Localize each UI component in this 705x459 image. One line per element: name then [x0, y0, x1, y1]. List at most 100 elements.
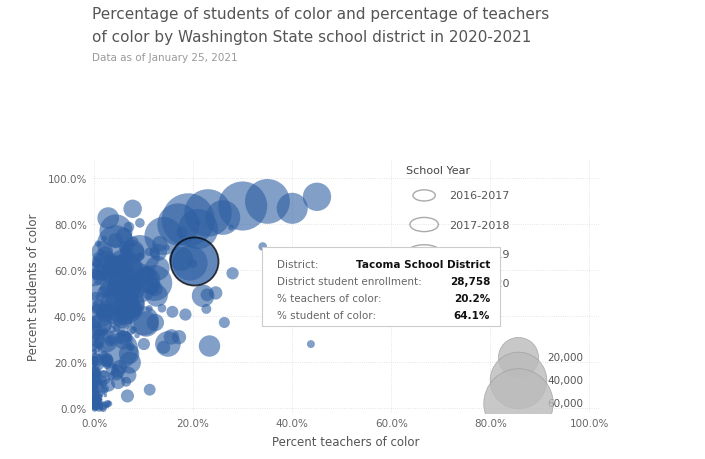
Text: 64.1%: 64.1% — [454, 311, 490, 320]
Point — [94, 313, 105, 320]
Point — [98, 376, 109, 383]
Point — [92, 399, 104, 407]
Point — [130, 308, 141, 315]
Point — [92, 403, 104, 410]
Point — [89, 379, 100, 386]
Point — [90, 390, 102, 397]
Point — [512, 376, 523, 384]
Point — [94, 377, 105, 384]
Point — [94, 392, 106, 400]
Point — [90, 345, 102, 352]
Point — [197, 292, 209, 300]
Point — [89, 372, 100, 379]
Point — [123, 300, 134, 307]
Point — [121, 378, 132, 386]
Point — [90, 396, 101, 403]
Point — [91, 395, 102, 402]
Point — [118, 334, 130, 341]
Point — [102, 358, 113, 365]
Point — [90, 375, 102, 382]
Point — [90, 376, 101, 383]
Point — [89, 398, 100, 406]
Point — [173, 334, 185, 341]
Point — [210, 290, 221, 297]
Point — [99, 385, 111, 392]
Point — [89, 360, 100, 368]
Point — [90, 330, 102, 337]
Point — [90, 398, 102, 406]
Point — [125, 291, 137, 298]
Point — [89, 371, 100, 378]
Point — [117, 280, 128, 287]
Point — [89, 376, 100, 384]
Point — [89, 384, 100, 392]
Point — [89, 393, 100, 401]
Point — [124, 359, 135, 366]
Point — [89, 398, 100, 405]
Point — [128, 327, 139, 334]
Point — [217, 214, 228, 222]
Point — [143, 249, 154, 256]
Point — [94, 393, 105, 400]
Point — [512, 399, 523, 407]
Point — [105, 283, 116, 291]
Point — [90, 403, 101, 410]
Point — [120, 246, 131, 254]
Point — [90, 356, 102, 363]
Point — [104, 306, 116, 313]
Text: 28,758: 28,758 — [450, 276, 490, 286]
Point — [114, 364, 125, 371]
Point — [102, 294, 114, 301]
Point — [90, 341, 101, 348]
Point — [142, 276, 153, 284]
Point — [185, 260, 196, 267]
Point — [91, 405, 102, 412]
Point — [89, 316, 100, 324]
Point — [149, 285, 161, 293]
Point — [118, 263, 130, 270]
Point — [128, 250, 140, 257]
Point — [128, 300, 140, 308]
Point — [146, 282, 157, 290]
Point — [90, 325, 101, 332]
Point — [114, 336, 125, 344]
Point — [147, 270, 158, 278]
Point — [92, 403, 104, 411]
Point — [112, 282, 123, 290]
Point — [90, 371, 102, 378]
Point — [120, 269, 131, 276]
Point — [91, 400, 102, 407]
Point — [95, 342, 106, 350]
Point — [91, 370, 102, 377]
Point — [103, 381, 114, 389]
Point — [90, 357, 102, 364]
Point — [89, 376, 100, 383]
Point — [90, 400, 101, 407]
Point — [94, 380, 105, 387]
Point — [187, 260, 198, 268]
Point — [130, 279, 141, 286]
Point — [89, 355, 100, 362]
Point — [106, 325, 118, 333]
Point — [116, 315, 128, 323]
Point — [154, 241, 166, 248]
Point — [133, 280, 144, 287]
Point — [95, 373, 106, 380]
Point — [100, 305, 111, 313]
Point — [90, 384, 101, 392]
Point — [97, 405, 109, 412]
Point — [91, 382, 102, 389]
Point — [201, 306, 212, 313]
Point — [92, 390, 103, 397]
Text: % teachers of color:: % teachers of color: — [277, 293, 381, 303]
Point — [139, 318, 150, 325]
Point — [151, 292, 162, 300]
Point — [112, 368, 123, 375]
Point — [89, 399, 100, 407]
Point — [97, 329, 109, 336]
Point — [138, 341, 149, 348]
Point — [123, 224, 135, 231]
Point — [94, 377, 105, 385]
Point — [116, 294, 128, 301]
Point — [140, 271, 152, 279]
